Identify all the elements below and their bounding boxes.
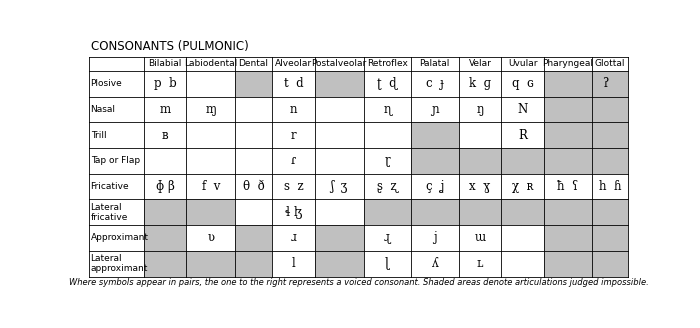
Text: c  ɟ: c ɟ	[426, 77, 444, 90]
Bar	[315, 251, 363, 277]
Bar	[363, 199, 411, 225]
Bar	[544, 199, 592, 225]
Text: x  ɣ: x ɣ	[469, 180, 491, 193]
Text: Glottal: Glottal	[595, 59, 625, 69]
Bar	[544, 122, 592, 148]
Bar	[592, 225, 629, 251]
Text: Plosive: Plosive	[90, 79, 122, 88]
Bar	[592, 97, 629, 122]
Bar	[411, 122, 458, 148]
Text: Nasal: Nasal	[90, 105, 116, 114]
Text: Labiodental: Labiodental	[184, 59, 237, 69]
Text: Retroflex: Retroflex	[367, 59, 407, 69]
Text: ʔ: ʔ	[603, 77, 617, 90]
Bar	[144, 225, 186, 251]
Bar	[458, 199, 501, 225]
Text: t  d: t d	[284, 77, 303, 90]
Bar	[544, 71, 592, 97]
Text: Postalveolar: Postalveolar	[312, 59, 367, 69]
Bar	[235, 225, 272, 251]
Text: θ  ð: θ ð	[243, 180, 265, 193]
Bar	[186, 251, 235, 277]
Bar	[592, 199, 629, 225]
Text: j: j	[433, 232, 437, 244]
Bar	[144, 251, 186, 277]
Text: n: n	[290, 103, 298, 116]
Text: ʙ: ʙ	[162, 129, 169, 142]
Bar	[458, 148, 501, 174]
Text: ɲ: ɲ	[431, 103, 439, 116]
Text: k  ɡ: k ɡ	[469, 77, 491, 90]
Text: Alveolar: Alveolar	[275, 59, 312, 69]
Text: p  b: p b	[154, 77, 176, 90]
Text: ʃ  ʒ: ʃ ʒ	[330, 180, 348, 193]
Text: ɯ: ɯ	[475, 232, 486, 244]
Bar	[411, 148, 458, 174]
Text: ɹ: ɹ	[290, 232, 296, 244]
Text: Palatal: Palatal	[419, 59, 450, 69]
Text: Lateral
approximant: Lateral approximant	[90, 254, 148, 273]
Text: ɽ: ɽ	[384, 154, 390, 167]
Text: Lateral
fricative: Lateral fricative	[90, 203, 128, 222]
Text: Fricative: Fricative	[90, 182, 130, 191]
Bar	[544, 148, 592, 174]
Text: ɱ: ɱ	[205, 103, 216, 116]
Text: Velar: Velar	[468, 59, 491, 69]
Text: Uvular: Uvular	[508, 59, 538, 69]
Text: m: m	[160, 103, 171, 116]
Bar	[592, 251, 629, 277]
Text: Approximant: Approximant	[90, 234, 148, 242]
Text: ɾ: ɾ	[290, 154, 296, 167]
Text: Bilabial: Bilabial	[148, 59, 182, 69]
Bar	[501, 148, 544, 174]
Bar	[144, 199, 186, 225]
Text: Dental: Dental	[239, 59, 269, 69]
Text: Tap or Flap: Tap or Flap	[90, 156, 140, 165]
Text: Where symbols appear in pairs, the one to the right represents a voiced consonan: Where symbols appear in pairs, the one t…	[69, 278, 649, 287]
Bar	[544, 225, 592, 251]
Bar	[235, 71, 272, 97]
Bar	[544, 251, 592, 277]
Text: r: r	[290, 129, 296, 142]
Text: R: R	[518, 129, 527, 142]
Text: ɬ ɮ: ɬ ɮ	[285, 206, 302, 219]
Text: ʎ: ʎ	[431, 257, 438, 270]
Bar	[315, 225, 363, 251]
Bar	[501, 199, 544, 225]
Text: l: l	[291, 257, 295, 270]
Text: CONSONANTS (PULMONIC): CONSONANTS (PULMONIC)	[92, 40, 249, 53]
Text: ɻ: ɻ	[384, 232, 391, 244]
Text: ç  ʝ: ç ʝ	[426, 180, 444, 193]
Text: ħ  ʕ: ħ ʕ	[557, 180, 578, 193]
Text: ɸ β: ɸ β	[155, 180, 174, 193]
Text: ʟ: ʟ	[477, 257, 483, 270]
Text: ʋ: ʋ	[207, 232, 214, 244]
Text: h  ɦ: h ɦ	[598, 180, 622, 193]
Text: f  v: f v	[202, 180, 220, 193]
Bar	[186, 199, 235, 225]
Bar	[235, 251, 272, 277]
Text: χ  ʀ: χ ʀ	[512, 180, 533, 193]
Text: N: N	[517, 103, 528, 116]
Text: ɭ: ɭ	[385, 257, 389, 270]
Bar	[315, 71, 363, 97]
Text: ɳ: ɳ	[383, 103, 391, 116]
Bar	[411, 199, 458, 225]
Text: Pharyngeal: Pharyngeal	[542, 59, 594, 69]
Bar	[544, 97, 592, 122]
Text: Trill: Trill	[90, 131, 106, 140]
Text: ʂ  ʐ: ʂ ʐ	[377, 180, 398, 193]
Bar	[592, 122, 629, 148]
Text: ʈ  ɖ: ʈ ɖ	[377, 77, 397, 90]
Bar	[592, 71, 629, 97]
Text: q  ɢ: q ɢ	[512, 77, 533, 90]
Bar	[592, 148, 629, 174]
Text: s  z: s z	[284, 180, 303, 193]
Text: ŋ: ŋ	[476, 103, 484, 116]
